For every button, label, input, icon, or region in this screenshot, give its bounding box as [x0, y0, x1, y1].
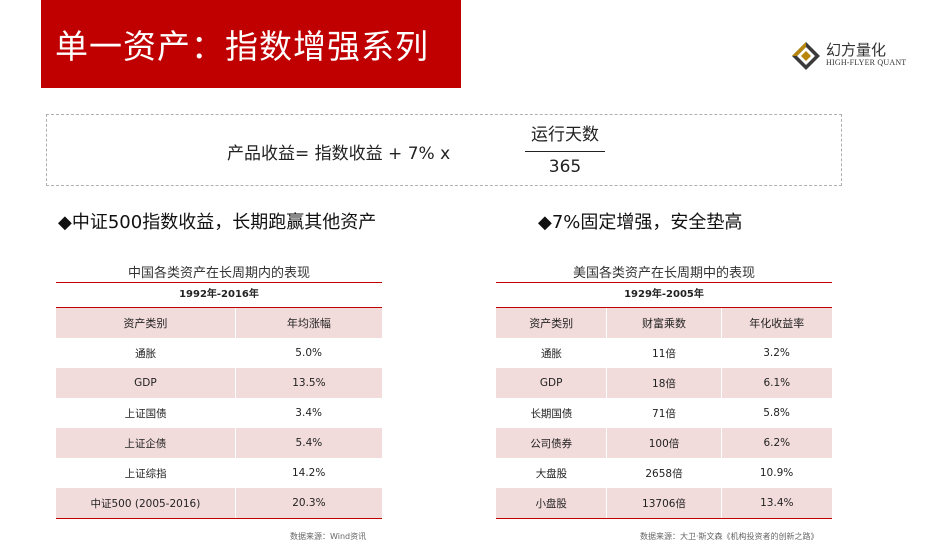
asset-cell: GDP: [56, 368, 236, 398]
table-row: 通胀 11倍 3.2%: [496, 338, 832, 368]
page-title: 单一资产：指数增强系列: [55, 27, 429, 66]
logo-name-cn: 幻方量化: [826, 41, 887, 59]
return-cell: 6.1%: [763, 377, 791, 389]
table-row: 公司债券 100倍 6.2%: [496, 428, 832, 458]
asset-cell: 公司债券: [496, 428, 608, 458]
china-source-note: 数据来源：Wind资讯: [290, 532, 367, 541]
company-logo: 幻方量化 HIGH-FLYER QUANT: [790, 36, 910, 76]
asset-cell: 小盘股: [496, 488, 608, 518]
formula-denominator: 365: [548, 157, 582, 177]
table-row: 小盘股 13706倍 13.4%: [496, 488, 832, 518]
fraction-line: [525, 151, 605, 152]
table-row: GDP 18倍 6.1%: [496, 368, 832, 398]
multiplier-cell: 13706倍: [606, 488, 722, 518]
return-cell: 3.2%: [763, 347, 790, 359]
china-table-block: 中国各类资产在长周期内的表现 1992年-2016年 资产类别 年均涨幅 通胀 …: [56, 262, 382, 519]
asset-cell: 通胀: [135, 347, 157, 360]
column-header: 资产类别: [56, 308, 236, 338]
multiplier-cell: 11倍: [652, 347, 676, 360]
table-row: 上证企债 5.4%: [56, 428, 382, 458]
value-cell: 14.2%: [291, 467, 326, 479]
asset-cell: 上证国债: [124, 407, 167, 420]
value-cell: 3.4%: [295, 407, 322, 419]
us-table-block: 美国各类资产在长周期中的表现 1929年-2005年 资产类别 财富乘数 年化收…: [496, 262, 832, 519]
value-cell: 13.5%: [292, 377, 326, 389]
china-table-period: 1992年-2016年: [179, 289, 259, 300]
title-banner: 单一资产：指数增强系列: [41, 0, 461, 88]
value-cell: 5.4%: [295, 437, 323, 449]
logo-name-en: HIGH-FLYER QUANT: [826, 58, 907, 67]
china-table-title: 中国各类资产在长周期内的表现: [127, 266, 310, 281]
divider: [496, 518, 832, 519]
return-cell: 13.4%: [760, 497, 794, 509]
table-row: GDP 13.5%: [56, 368, 382, 398]
column-header: 财富乘数: [606, 308, 722, 338]
asset-cell: 上证企债: [56, 428, 236, 458]
table-header-row: 资产类别 财富乘数 年化收益率: [496, 308, 832, 338]
table-row: 通胀 5.0%: [56, 338, 382, 368]
asset-cell: 上证综指: [124, 467, 167, 480]
column-header: 年化收益率: [749, 317, 805, 330]
table-row: 上证国债 3.4%: [56, 398, 382, 428]
return-cell: 10.9%: [759, 467, 794, 479]
value-cell: 20.3%: [292, 497, 326, 509]
us-source-note: 数据来源：大卫·斯文森《机构投资者的创新之路》: [640, 532, 819, 541]
divider: [496, 307, 832, 308]
bullet-left: ◆中证500指数收益，长期跑赢其他资产: [58, 212, 377, 233]
formula-left: 产品收益= 指数收益 + 7% x: [227, 144, 451, 164]
table-row: 大盘股 2658倍 10.9%: [496, 458, 832, 488]
column-header: 年均涨幅: [286, 317, 331, 330]
return-cell: 5.8%: [763, 407, 790, 419]
us-table-period: 1929年-2005年: [624, 289, 704, 300]
table-header-row: 资产类别 年均涨幅: [56, 308, 382, 338]
diamond-logo-icon: [792, 42, 820, 70]
column-header: 资产类别: [496, 308, 608, 338]
asset-cell: 中证500 (2005-2016): [56, 488, 236, 518]
china-table: 资产类别 年均涨幅 通胀 5.0% GDP 13.5% 上证国债 3.4% 上证…: [56, 308, 382, 518]
asset-cell: 长期国债: [530, 407, 573, 420]
return-cell: 6.2%: [763, 437, 791, 449]
asset-cell: 通胀: [540, 347, 562, 360]
divider: [56, 307, 382, 308]
multiplier-cell: 18倍: [606, 368, 722, 398]
asset-cell: 大盘股: [535, 467, 568, 480]
divider: [496, 282, 832, 283]
asset-cell: GDP: [496, 368, 608, 398]
table-row: 上证综指 14.2%: [56, 458, 382, 488]
divider: [56, 518, 382, 519]
table-row: 长期国债 71倍 5.8%: [496, 398, 832, 428]
us-table-title: 美国各类资产在长周期中的表现: [572, 266, 755, 281]
multiplier-cell: 71倍: [652, 407, 676, 420]
divider: [56, 282, 382, 283]
formula-numerator: 运行天数: [531, 125, 599, 145]
bullet-right: ◆7%固定增强，安全垫高: [538, 212, 743, 233]
multiplier-cell: 100倍: [606, 428, 722, 458]
multiplier-cell: 2658倍: [645, 467, 683, 480]
value-cell: 5.0%: [295, 347, 322, 359]
us-table: 资产类别 财富乘数 年化收益率 通胀 11倍 3.2% GDP 18倍 6.1%…: [496, 308, 832, 518]
table-row: 中证500 (2005-2016) 20.3%: [56, 488, 382, 518]
formula-box: 产品收益= 指数收益 + 7% x 运行天数 365: [46, 114, 842, 186]
